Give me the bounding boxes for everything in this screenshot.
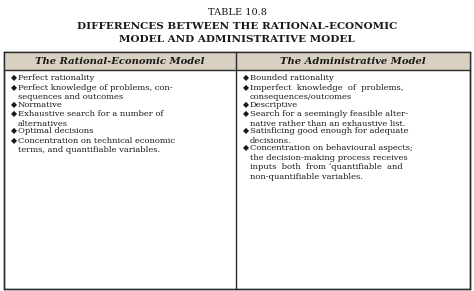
Text: Satisficing good enough for adequate
decisions.: Satisficing good enough for adequate dec… — [250, 127, 409, 145]
Bar — [4, 52, 470, 289]
Text: ◆: ◆ — [11, 84, 17, 92]
Text: ◆: ◆ — [243, 74, 249, 82]
Bar — [236, 52, 470, 70]
Text: ◆: ◆ — [243, 101, 249, 109]
Text: Perfect knowledge of problems, con-
sequences and outcomes: Perfect knowledge of problems, con- sequ… — [18, 84, 173, 101]
Text: ◆: ◆ — [11, 127, 17, 135]
Text: ◆: ◆ — [11, 74, 17, 82]
Text: Concentration on technical economic
terms, and quantifiable variables.: Concentration on technical economic term… — [18, 137, 175, 155]
Text: ◆: ◆ — [243, 144, 249, 152]
Text: Descriptive: Descriptive — [250, 101, 298, 109]
Text: Bounded rationality: Bounded rationality — [250, 74, 334, 82]
Text: Exhaustive search for a number of
alternatives: Exhaustive search for a number of altern… — [18, 110, 164, 128]
Text: Perfect rationality: Perfect rationality — [18, 74, 94, 82]
Text: MODEL AND ADMINISTRATIVE MODEL: MODEL AND ADMINISTRATIVE MODEL — [119, 35, 355, 44]
Text: Search for a seemingly feasible alter-
native rather than an exhaustive list.: Search for a seemingly feasible alter- n… — [250, 110, 408, 128]
Text: ◆: ◆ — [11, 101, 17, 109]
Text: ◆: ◆ — [11, 137, 17, 145]
Text: The Administrative Model: The Administrative Model — [280, 56, 426, 65]
Text: TABLE 10.8: TABLE 10.8 — [208, 8, 266, 17]
Text: ◆: ◆ — [243, 127, 249, 135]
Text: Imperfect  knowledge  of  problems,
consequences/outcomes: Imperfect knowledge of problems, consequ… — [250, 84, 403, 101]
Text: The Rational-Economic Model: The Rational-Economic Model — [35, 56, 205, 65]
Text: Optimal decisions: Optimal decisions — [18, 127, 93, 135]
Text: ◆: ◆ — [243, 84, 249, 92]
Text: Concentration on behavioural aspects;
the decision-making process receives
input: Concentration on behavioural aspects; th… — [250, 144, 413, 181]
Bar — [4, 52, 236, 70]
Text: ◆: ◆ — [11, 110, 17, 118]
Text: ◆: ◆ — [243, 110, 249, 118]
Text: DIFFERENCES BETWEEN THE RATIONAL-ECONOMIC: DIFFERENCES BETWEEN THE RATIONAL-ECONOMI… — [77, 22, 397, 31]
Text: Normative: Normative — [18, 101, 63, 109]
